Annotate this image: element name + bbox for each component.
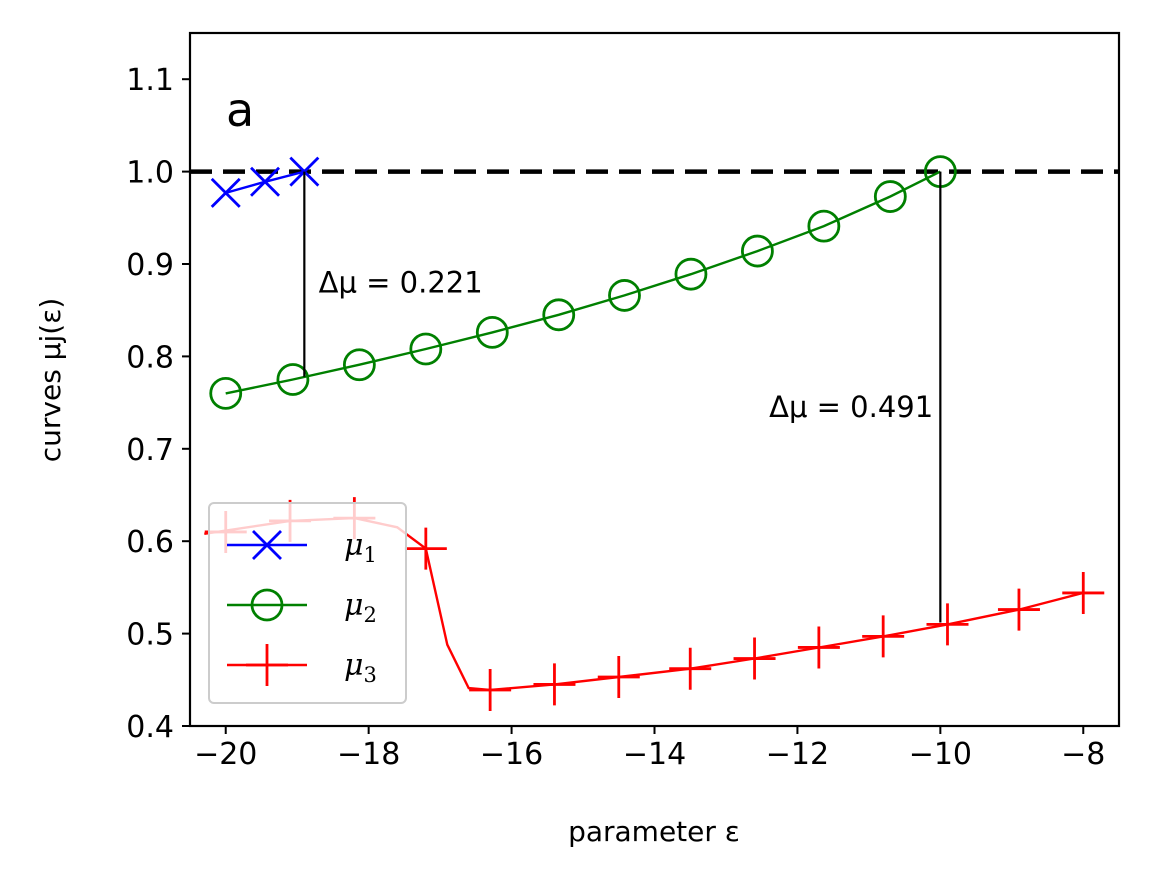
x-tick-label-4: −14 (623, 737, 686, 772)
y-tick-label-6: 0.9 (126, 248, 174, 283)
series-marker-μ3-11 (862, 615, 905, 658)
x-axis-label: parameter ε (568, 815, 740, 848)
legend-marker-μ1 (252, 530, 282, 560)
y-tick-label-5: 0.8 (126, 340, 174, 375)
series-marker-μ2-6 (542, 298, 576, 332)
annotations: Δμ = 0.221 Δμ = 0.491 (303, 171, 942, 623)
legend-label-subscript: 3 (364, 663, 377, 687)
plot-area (190, 155, 1119, 711)
series-marker-μ3-13 (997, 588, 1040, 631)
series-marker-μ2-10 (807, 209, 841, 243)
y-tick-label-8: 1.1 (126, 63, 174, 98)
series-marker-μ3-9 (733, 637, 776, 680)
annotation-text-1: Δμ = 0.221 (319, 265, 483, 299)
series-marker-μ3-6 (533, 663, 576, 706)
legend-label-base: μ (344, 588, 364, 623)
series-marker-μ1-1 (210, 177, 241, 208)
series-marker-μ3-5 (469, 668, 512, 711)
legend-marker-μ3 (246, 644, 288, 686)
x-tick-label-7: −8 (1061, 737, 1105, 772)
series-marker-μ3-4 (404, 527, 447, 570)
legend-label-μ3: μ3 (344, 648, 377, 687)
series-marker-μ2-11 (873, 180, 907, 213)
y-tick-label-2: 0.5 (126, 618, 174, 653)
legend-label-base: μ (344, 648, 364, 683)
legend-label-subscript: 1 (364, 543, 377, 567)
x-tick-label-1: −20 (194, 737, 257, 772)
series-marker-μ3-10 (797, 626, 840, 669)
y-axis-label: curves μj(ε) (34, 298, 67, 463)
legend-marker-μ2 (250, 588, 284, 622)
legend-label-μ1: μ1 (344, 528, 377, 567)
y-tick-label-1: 0.4 (126, 710, 174, 745)
series-marker-μ2-7 (608, 279, 641, 312)
series-marker-μ3-7 (597, 656, 640, 699)
x-tick-label-2: −18 (337, 737, 400, 772)
series-marker-μ2-5 (475, 315, 509, 349)
x-tick-label-6: −10 (909, 737, 972, 772)
legend-label-subscript: 2 (364, 603, 377, 627)
series-marker-μ3-14 (1062, 571, 1105, 614)
series-marker-μ3-8 (669, 647, 712, 690)
panel-label: a (226, 83, 254, 137)
axis-ticks: −20 −18 −16 −14 −12 −10 −8 0.4 0.5 0.6 0.7 0.8 0.9 1.… (126, 63, 1105, 772)
series-marker-μ2-1 (209, 376, 243, 410)
y-tick-label-4: 0.7 (126, 433, 174, 468)
series-marker-μ1-2 (250, 166, 281, 197)
x-tick-label-3: −16 (480, 737, 543, 772)
series-marker-μ3-12 (926, 603, 969, 646)
series-marker-μ2-3 (342, 348, 376, 382)
series-marker-μ2-4 (409, 332, 443, 366)
series-line-μ2 (225, 170, 941, 395)
series-marker-μ2-2 (276, 363, 310, 396)
annotation-text-2: Δμ = 0.491 (769, 390, 933, 424)
legend-label-base: μ (344, 528, 364, 563)
series-marker-μ2-9 (741, 234, 774, 268)
y-tick-label-7: 1.0 (126, 156, 174, 191)
plot-content (190, 155, 1119, 711)
x-tick-label-5: −12 (766, 737, 829, 772)
legend-label-μ2: μ2 (344, 588, 377, 627)
series-marker-μ2-8 (674, 257, 708, 291)
y-tick-label-3: 0.6 (126, 525, 174, 560)
